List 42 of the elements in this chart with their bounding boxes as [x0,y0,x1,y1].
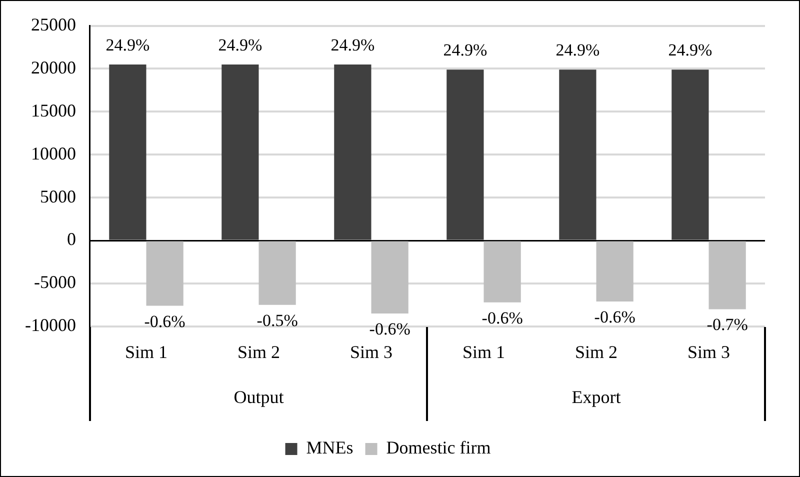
annotation: 24.9% [443,40,488,60]
annotation: -0.7% [706,315,748,334]
y-tick-label: 5000 [40,186,76,206]
annotation: 24.9% [556,40,600,60]
bar [222,64,259,240]
legend-label: Domestic firm [386,438,491,458]
annotation: 24.9% [106,35,150,54]
bar [559,70,596,240]
annotation: -0.5% [256,310,298,330]
bar [596,241,634,302]
x-tick-label: Sim 1 [124,342,168,362]
y-tick-label: 20000 [30,57,76,78]
bar [146,241,184,306]
annotation: -0.6% [482,308,523,328]
y-tick-label: 25000 [30,14,76,35]
y-tick-label: 15000 [30,100,76,120]
bar [334,64,372,240]
annotation: -0.6% [369,319,410,338]
x-tick-label: Sim 2 [237,342,280,362]
annotation: 24.9% [668,40,712,60]
annotation: 24.9% [330,35,375,54]
legend-label: MNEs [306,438,354,458]
y-tick-label: 10000 [30,143,76,164]
annotation: -0.6% [594,307,636,326]
bar [371,241,408,314]
bar [446,70,484,240]
x-tick-label: Sim 3 [350,342,393,362]
text: Export [572,387,621,408]
annotation: -0.6% [144,312,186,331]
y-tick-label: -10000 [24,315,76,336]
text: Output [234,387,284,408]
y-tick-label: -5000 [34,272,76,292]
x-tick-label: Sim 1 [462,342,506,362]
x-tick-label: Sim 3 [687,342,730,362]
bar [109,64,146,240]
bar [672,70,709,240]
bar [258,241,296,305]
annotation: 24.9% [218,35,262,54]
bar [708,241,746,310]
bar [484,241,521,302]
y-tick-label: 0 [66,229,76,250]
x-tick-label: Sim 2 [574,342,618,362]
